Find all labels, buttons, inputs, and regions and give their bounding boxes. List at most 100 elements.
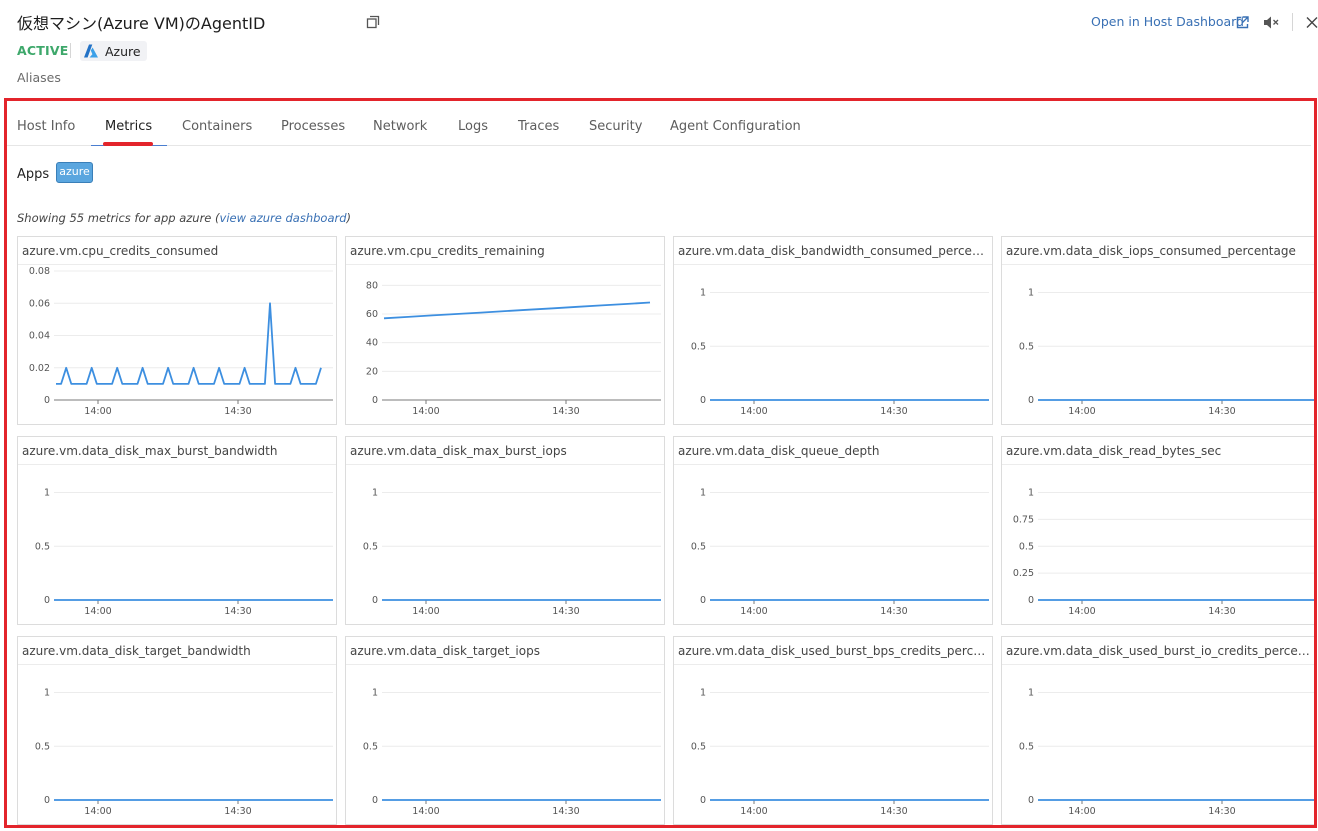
metric-card[interactable]: azure.vm.data_disk_bandwidth_consumed_pe… <box>673 236 993 425</box>
metric-card[interactable]: azure.vm.cpu_credits_remaining 0 20 40 60 80 1… <box>345 236 665 425</box>
y-tick-label: 1 <box>44 488 50 499</box>
metric-card[interactable]: azure.vm.data_disk_target_iops 0 0.5 1 14:00… <box>345 636 665 825</box>
y-tick-label: 1 <box>1028 688 1034 699</box>
y-tick-label: 0 <box>1028 395 1034 406</box>
metric-card-title: azure.vm.data_disk_queue_depth <box>678 444 880 458</box>
y-tick-label: 1 <box>700 288 706 299</box>
y-tick-label: 1 <box>700 688 706 699</box>
y-tick-label: 1 <box>44 688 50 699</box>
metric-chart: 0 0.5 1 14:00 14:30 <box>691 288 989 417</box>
azure-logo-icon <box>84 44 98 58</box>
y-tick-label: 0.08 <box>29 266 50 277</box>
y-tick-label: 0.02 <box>29 363 50 374</box>
y-tick-label: 0.5 <box>35 541 50 552</box>
metric-chart: 0 0.5 1 14:00 14:30 <box>35 488 333 617</box>
tab-metrics[interactable]: Metrics <box>105 119 153 134</box>
metric-chart: 0 0.5 1 14:00 14:30 <box>691 688 989 817</box>
metrics-summary-prefix: Showing 55 metrics for app azure ( <box>17 211 220 225</box>
metric-card-title: azure.vm.data_disk_read_bytes_sec <box>1006 444 1222 458</box>
x-tick-label: 14:30 <box>552 406 579 417</box>
metric-card-divider <box>18 464 336 465</box>
x-tick-label: 14:00 <box>740 806 767 817</box>
x-tick-label: 14:30 <box>880 406 907 417</box>
metric-card[interactable]: azure.vm.data_disk_read_bytes_sec 0 0.25 0.… <box>1001 436 1314 625</box>
metric-card-divider <box>1002 264 1314 265</box>
view-azure-dashboard-link[interactable]: view azure dashboard <box>219 211 347 225</box>
x-tick-label: 14:00 <box>412 806 439 817</box>
y-tick-label: 0 <box>372 595 378 606</box>
tab-containers[interactable]: Containers <box>182 119 253 134</box>
y-tick-label: 40 <box>366 338 378 349</box>
tab-host-info[interactable]: Host Info <box>17 119 76 134</box>
y-tick-label: 0.5 <box>363 741 378 752</box>
metric-card-divider <box>346 664 664 665</box>
x-tick-label: 14:00 <box>1068 406 1095 417</box>
metric-card-title: azure.vm.data_disk_used_burst_bps_credit… <box>678 644 988 658</box>
y-tick-label: 0.5 <box>691 541 706 552</box>
metric-chart: 0 0.5 1 14:00 14:30 <box>363 488 661 617</box>
x-tick-label: 14:30 <box>1208 606 1235 617</box>
x-tick-label: 14:00 <box>84 806 111 817</box>
external-link-icon[interactable] <box>1236 16 1249 29</box>
metric-card-title: azure.vm.data_disk_bandwidth_consumed_pe… <box>678 244 988 258</box>
metric-card-divider <box>674 264 992 265</box>
tab-agent-configuration[interactable]: Agent Configuration <box>670 119 801 134</box>
y-tick-label: 20 <box>366 366 378 377</box>
metric-card[interactable]: azure.vm.data_disk_max_burst_bandwidth 0 0… <box>17 436 337 625</box>
app-tag-azure[interactable]: azure <box>56 162 93 183</box>
x-tick-label: 14:30 <box>224 406 251 417</box>
x-tick-label: 14:30 <box>880 606 907 617</box>
tab-processes[interactable]: Processes <box>281 119 346 134</box>
y-tick-label: 0.06 <box>29 298 50 309</box>
y-tick-label: 0 <box>1028 795 1034 806</box>
x-tick-label: 14:30 <box>1208 406 1235 417</box>
status-divider <box>70 43 71 58</box>
cloud-provider-label: Azure <box>105 43 141 59</box>
y-tick-label: 0 <box>372 395 378 406</box>
metric-card[interactable]: azure.vm.data_disk_used_burst_bps_credit… <box>673 636 993 825</box>
y-tick-label: 0 <box>1028 595 1034 606</box>
y-tick-label: 0 <box>700 395 706 406</box>
y-tick-label: 0.04 <box>29 331 50 342</box>
y-tick-label: 0.75 <box>1013 514 1034 525</box>
tab-security[interactable]: Security <box>589 119 643 134</box>
metric-card[interactable]: azure.vm.data_disk_target_bandwidth 0 0.5 1… <box>17 636 337 825</box>
x-tick-label: 14:00 <box>740 406 767 417</box>
tab-logs[interactable]: Logs <box>458 119 488 134</box>
copy-icon[interactable] <box>366 15 380 29</box>
metric-card-divider <box>674 464 992 465</box>
x-tick-label: 14:30 <box>880 806 907 817</box>
metric-card[interactable]: azure.vm.data_disk_max_burst_iops 0 0.5 1 14… <box>345 436 665 625</box>
metric-card-divider <box>674 664 992 665</box>
metric-card-divider <box>1002 464 1314 465</box>
y-tick-label: 0.5 <box>691 341 706 352</box>
y-tick-label: 0 <box>700 595 706 606</box>
metrics-grid: azure.vm.cpu_credits_consumed 0 0.02 0.04 0.… <box>17 236 1314 828</box>
metric-card-title: azure.vm.cpu_credits_consumed <box>22 244 219 258</box>
y-tick-label: 0.25 <box>1013 568 1034 579</box>
tab-traces[interactable]: Traces <box>518 119 560 134</box>
close-icon[interactable] <box>1306 16 1318 29</box>
x-tick-label: 14:00 <box>1068 606 1095 617</box>
apps-label: Apps <box>17 167 50 182</box>
mute-icon[interactable] <box>1263 15 1279 30</box>
open-host-dashboard-link[interactable]: Open in Host Dashboard <box>1091 14 1244 29</box>
metric-chart: 0 0.5 1 14:00 14:30 <box>363 688 661 817</box>
host-tabs: Host Info Metrics Containers Processes N… <box>7 108 1311 146</box>
tab-network[interactable]: Network <box>373 119 428 134</box>
status-badge: ACTIVE <box>17 43 69 58</box>
metric-card-title: azure.vm.data_disk_target_iops <box>350 644 540 658</box>
metric-card[interactable]: azure.vm.cpu_credits_consumed 0 0.02 0.04 0.… <box>17 236 337 425</box>
metric-card[interactable]: azure.vm.data_disk_queue_depth 0 0.5 1 14:00… <box>673 436 993 625</box>
x-tick-label: 14:30 <box>552 606 579 617</box>
y-tick-label: 0.5 <box>35 741 50 752</box>
metric-card[interactable]: azure.vm.data_disk_iops_consumed_percent… <box>1001 236 1314 425</box>
metric-card-divider <box>1002 664 1314 665</box>
series-line <box>383 301 651 320</box>
metric-card-title: azure.vm.data_disk_iops_consumed_percent… <box>1006 244 1296 258</box>
x-tick-label: 14:30 <box>1208 806 1235 817</box>
aliases-label[interactable]: Aliases <box>17 70 61 85</box>
y-tick-label: 0.5 <box>691 741 706 752</box>
metric-card[interactable]: azure.vm.data_disk_used_burst_io_credits… <box>1001 636 1314 825</box>
metric-card-divider <box>346 264 664 265</box>
